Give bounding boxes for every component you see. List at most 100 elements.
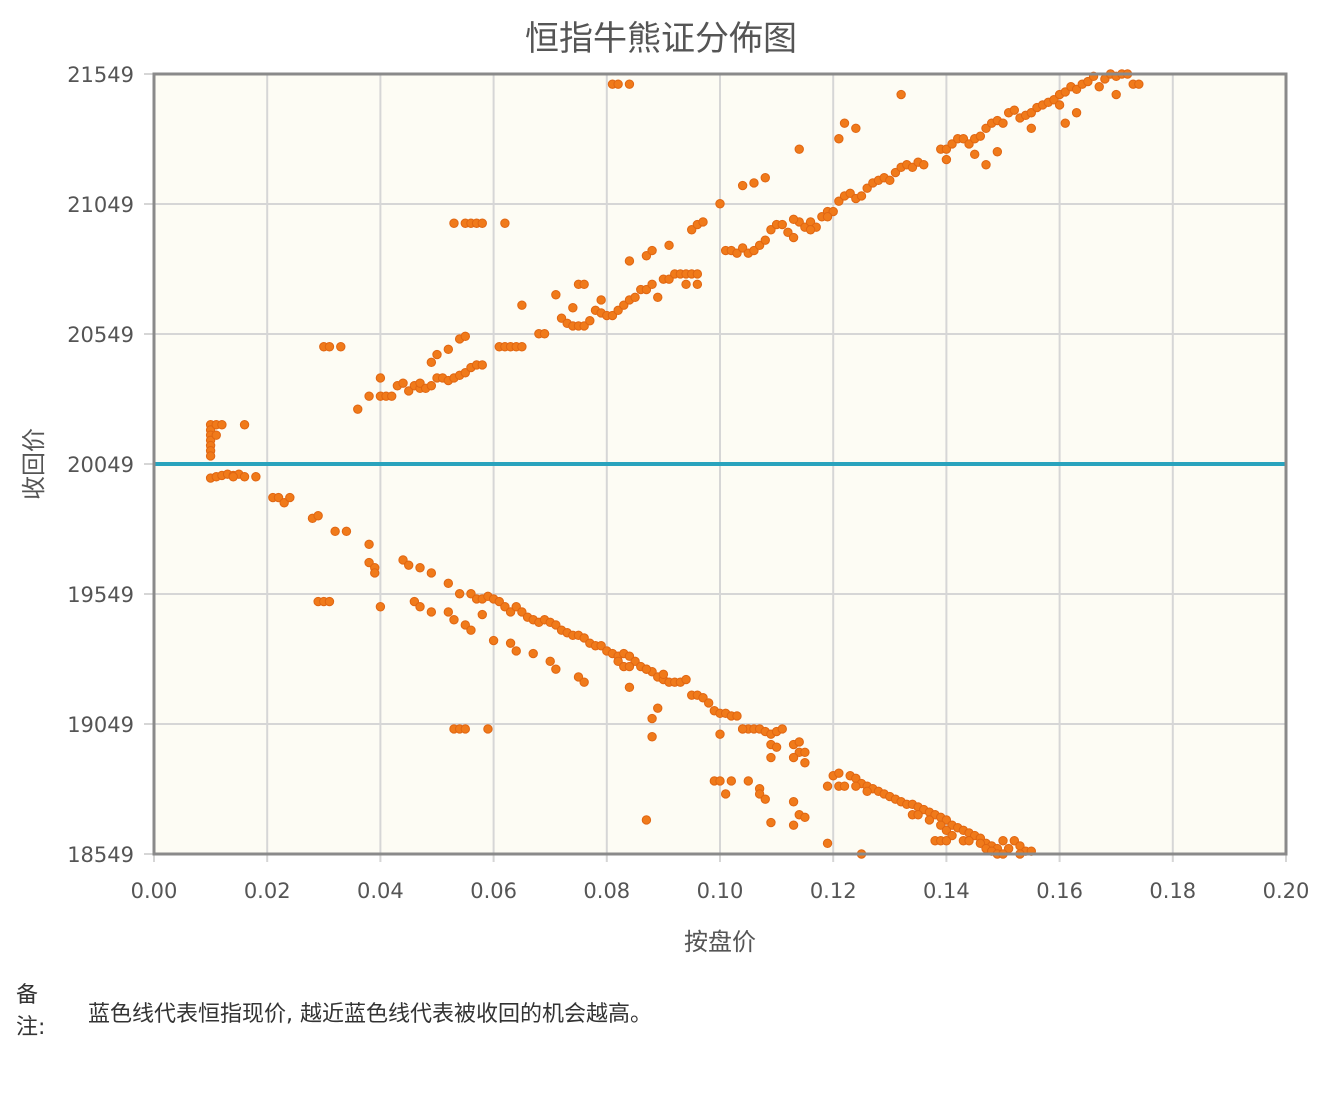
bull-data-point bbox=[585, 316, 595, 326]
bear-data-point bbox=[579, 677, 589, 687]
bear-data-point bbox=[975, 838, 986, 849]
bull-data-point bbox=[896, 89, 906, 100]
bear-data-point bbox=[443, 578, 454, 589]
bull-data-point bbox=[460, 368, 470, 378]
bear-data-point bbox=[449, 615, 459, 625]
bull-data-point bbox=[1071, 84, 1082, 95]
bull-data-point bbox=[941, 144, 952, 154]
x-tick-label: 0.18 bbox=[1149, 879, 1196, 903]
y-tick-label: 20049 bbox=[67, 453, 134, 477]
x-tick-label: 0.14 bbox=[923, 879, 970, 903]
bull-data-point bbox=[664, 240, 674, 251]
bull-data-point bbox=[1060, 87, 1070, 97]
bull-data-point bbox=[596, 295, 606, 305]
bull-data-point bbox=[579, 279, 589, 290]
bull-data-point bbox=[324, 342, 335, 352]
bull-data-point bbox=[964, 139, 974, 149]
bear-data-point bbox=[477, 609, 487, 620]
bear-data-point bbox=[754, 789, 765, 799]
bear-data-point bbox=[285, 492, 295, 503]
bear-data-point bbox=[862, 786, 872, 797]
bull-data-point bbox=[624, 79, 635, 89]
bear-data-point bbox=[964, 836, 974, 846]
bear-data-point bbox=[415, 602, 425, 612]
bear-data-point bbox=[443, 607, 454, 617]
bear-data-point bbox=[624, 661, 635, 672]
bull-data-point bbox=[239, 420, 250, 430]
bear-data-point bbox=[551, 664, 561, 674]
bull-data-point bbox=[607, 310, 618, 321]
bull-data-point bbox=[885, 175, 895, 186]
bear-data-point bbox=[511, 646, 521, 656]
bull-data-point bbox=[443, 344, 454, 355]
bear-data-point bbox=[1009, 836, 1020, 846]
bear-data-point bbox=[500, 602, 510, 612]
x-axis-title: 按盘价 bbox=[684, 928, 756, 956]
bull-data-point bbox=[1083, 76, 1093, 87]
bear-data-point bbox=[460, 620, 470, 630]
bear-data-point bbox=[720, 789, 731, 799]
bull-data-point bbox=[1054, 100, 1065, 110]
bull-data-point bbox=[992, 147, 1003, 157]
y-tick-label: 19049 bbox=[67, 713, 134, 737]
bull-data-point bbox=[568, 303, 578, 313]
bear-data-point bbox=[998, 836, 1008, 846]
bull-data-point bbox=[398, 378, 408, 388]
bull-data-point bbox=[783, 227, 793, 238]
bear-data-point bbox=[726, 776, 737, 786]
bear-data-point bbox=[913, 810, 923, 820]
y-axis-tick-labels: 21549 21049 20549 20049 19549 19049 18549 bbox=[67, 63, 134, 867]
bear-data-point bbox=[834, 768, 844, 778]
bull-data-point bbox=[1071, 108, 1082, 118]
bull-data-point bbox=[834, 134, 844, 144]
bear-data-point bbox=[941, 825, 952, 836]
bear-data-point bbox=[239, 472, 250, 482]
bear-data-point bbox=[737, 724, 748, 734]
bear-data-point bbox=[647, 732, 657, 742]
bear-data-point bbox=[545, 656, 555, 667]
bull-data-point bbox=[477, 218, 487, 228]
chart-title: 恒指牛熊证分佈图 bbox=[525, 19, 797, 59]
y-tick-label: 18549 bbox=[67, 843, 134, 867]
bear-data-point bbox=[517, 607, 527, 617]
bull-data-point bbox=[664, 274, 674, 284]
bear-data-point bbox=[788, 752, 799, 763]
x-tick-label: 0.08 bbox=[583, 879, 630, 903]
bull-data-point bbox=[387, 391, 397, 401]
bull-data-point bbox=[205, 451, 216, 461]
bull-data-point bbox=[556, 313, 567, 323]
bear-data-point bbox=[800, 812, 810, 823]
x-tick-label: 0.04 bbox=[357, 879, 404, 903]
bull-data-point bbox=[749, 245, 759, 256]
bear-data-point bbox=[822, 838, 833, 849]
bull-data-point bbox=[919, 160, 929, 170]
bull-data-point bbox=[217, 420, 227, 430]
bull-data-point bbox=[1134, 79, 1144, 89]
bull-data-point bbox=[794, 144, 804, 154]
bear-data-point bbox=[936, 820, 946, 830]
bear-data-point bbox=[579, 633, 589, 643]
bull-data-point bbox=[687, 225, 697, 235]
bull-data-point bbox=[647, 279, 657, 290]
bear-data-point bbox=[404, 560, 414, 570]
x-tick-label: 0.12 bbox=[810, 879, 857, 903]
bull-data-point bbox=[449, 218, 459, 228]
bull-data-point bbox=[517, 342, 527, 352]
bull-data-point bbox=[947, 139, 957, 149]
bear-data-point bbox=[766, 817, 776, 828]
bull-data-point bbox=[754, 240, 765, 251]
bull-data-point bbox=[404, 386, 414, 396]
bear-data-point bbox=[273, 492, 284, 503]
bear-data-point bbox=[941, 815, 952, 825]
bear-data-point bbox=[505, 607, 516, 617]
bear-data-point bbox=[800, 758, 810, 768]
bull-data-point bbox=[460, 331, 470, 342]
bull-data-point bbox=[851, 123, 861, 134]
bull-data-point bbox=[579, 321, 589, 331]
bull-data-point bbox=[624, 256, 635, 266]
bear-data-point bbox=[511, 602, 521, 612]
bear-data-point bbox=[409, 596, 420, 607]
bear-data-point bbox=[647, 713, 657, 724]
bull-data-point bbox=[375, 373, 386, 383]
bull-data-point bbox=[432, 349, 442, 360]
